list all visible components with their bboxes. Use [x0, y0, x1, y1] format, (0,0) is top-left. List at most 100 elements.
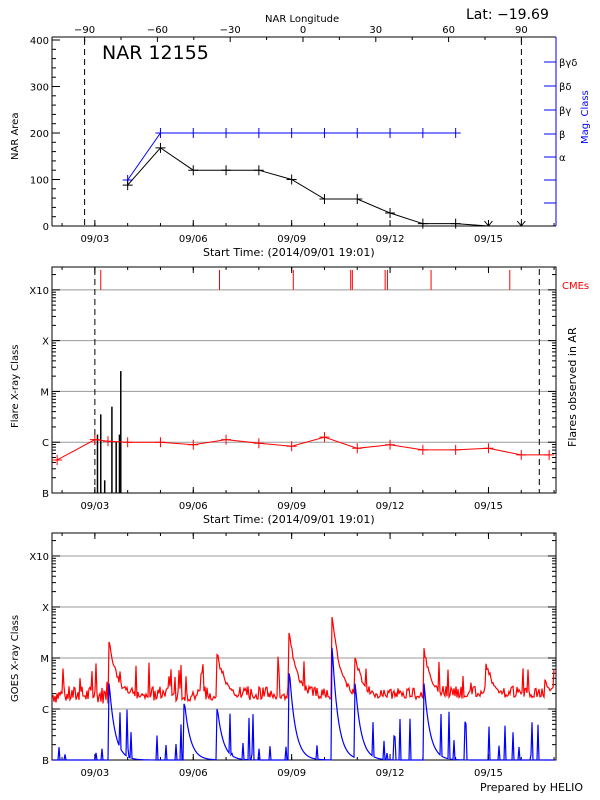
nar-area-point: [385, 207, 396, 218]
mag-class-point: [155, 128, 166, 138]
x-tick-label: 09/09: [277, 768, 306, 779]
nar-area-point: [155, 142, 166, 153]
mag-class-point: [286, 128, 297, 138]
y-tick-label: B: [42, 489, 49, 500]
flare-background-point: [483, 443, 494, 454]
flare-background-point: [188, 439, 199, 450]
mag-class-point: [221, 128, 232, 138]
mag-class-point: [253, 128, 264, 138]
cme-label: CMEs: [562, 281, 589, 292]
mag-class-tick-label: βγ: [559, 106, 571, 117]
x-tick-label: 09/15: [474, 501, 503, 512]
nar-area-point: [516, 220, 526, 227]
nar-area-point: [253, 165, 264, 176]
y-tick-label: X10: [29, 286, 49, 297]
flare-background-line: [56, 436, 550, 461]
mag-class-tick-label: βδ: [559, 82, 572, 93]
nar-area-point: [450, 218, 461, 229]
goes-long-line: [52, 616, 555, 704]
y-tick-label: X10: [29, 552, 49, 563]
region-title: NAR 12155: [102, 42, 209, 64]
flare-background-point: [544, 449, 555, 460]
y-axis-label-flare-class: Flare X-ray Class: [10, 345, 21, 429]
nar-area-point: [319, 194, 330, 205]
top-tick-label: −30: [220, 25, 241, 36]
y-tick-label: 300: [30, 83, 49, 94]
flare-background-point: [450, 444, 461, 455]
top-axis-label: NAR Longitude: [265, 14, 339, 25]
top-tick-label: 0: [300, 25, 306, 36]
y-tick-label: B: [42, 756, 49, 767]
mag-class-tick-label: β: [559, 130, 565, 141]
x-tick-label: 09/12: [376, 768, 405, 779]
x-tick-label: 09/15: [474, 234, 503, 245]
y-axis-label-flares-observed: Flares observed in AR: [566, 327, 579, 447]
x-tick-label: 09/03: [80, 768, 109, 779]
top-tick-label: −60: [147, 25, 168, 36]
panel3-frame: [51, 532, 557, 761]
y-tick-label: C: [42, 438, 49, 449]
y-axis-label-goes-class: GOES X-ray Class: [10, 615, 21, 702]
flare-background-point: [253, 438, 264, 449]
flare-background-point: [221, 434, 232, 445]
flare-background-point: [155, 437, 166, 448]
flare-background-point: [122, 437, 133, 448]
nar-area-line: [127, 147, 522, 227]
x-tick-label: 09/09: [277, 501, 306, 512]
y-tick-label: C: [42, 705, 49, 716]
nar-area-point: [122, 180, 133, 191]
y-tick-label: X: [42, 337, 49, 348]
mag-class-point: [352, 128, 363, 138]
y-tick-label: X: [42, 603, 49, 614]
y-tick-label: 0: [43, 222, 49, 233]
x-tick-label: 09/06: [179, 768, 208, 779]
nar-area-point: [188, 165, 199, 176]
y-tick-label: 400: [30, 36, 49, 47]
latitude-label: Lat: −19.69: [466, 7, 549, 23]
x-tick-label: 09/03: [80, 234, 109, 245]
y-tick-label: 100: [30, 176, 49, 187]
flare-background-point: [102, 436, 113, 447]
x-tick-label: 09/06: [179, 234, 208, 245]
y-tick-label: 200: [30, 129, 49, 140]
nar-area-point: [417, 218, 428, 229]
mag-class-point: [319, 128, 330, 138]
x-tick-label: 09/12: [376, 234, 405, 245]
x-tick-label: 09/03: [80, 501, 109, 512]
mag-class-tick-label: α: [559, 153, 566, 164]
flare-background-point: [385, 439, 396, 450]
mag-class-point: [417, 128, 428, 138]
flare-background-point: [417, 444, 428, 455]
flare-background-point: [352, 443, 363, 454]
x-tick-label: 09/15: [474, 768, 503, 779]
y-tick-label: M: [40, 387, 49, 398]
top-tick-label: 30: [369, 25, 382, 36]
nar-area-point: [221, 165, 232, 176]
prepared-by-label: Prepared by HELIO: [480, 781, 583, 794]
x-tick-label: 09/12: [376, 501, 405, 512]
mag-class-point: [385, 128, 396, 138]
top-tick-label: 90: [515, 25, 528, 36]
flare-background-point: [319, 432, 330, 443]
top-tick-label: −90: [74, 25, 95, 36]
flare-background-point: [286, 441, 297, 452]
x-axis-label-panel1: Start Time: (2014/09/01 19:01): [203, 246, 375, 259]
mag-class-tick-label: βγδ: [559, 58, 577, 69]
x-tick-label: 09/09: [277, 234, 306, 245]
x-tick-label: 09/06: [179, 501, 208, 512]
mag-class-point: [188, 128, 199, 138]
panel2-frame: [51, 266, 557, 494]
flare-background-point: [89, 434, 100, 445]
flare-background-point: [52, 454, 63, 465]
nar-area-point: [484, 220, 493, 227]
mag-class-point: [450, 128, 461, 138]
nar-area-point: [286, 174, 297, 185]
x-axis-label-panel2: Start Time: (2014/09/01 19:01): [203, 513, 375, 526]
flare-background-point: [516, 449, 527, 460]
top-tick-label: 60: [442, 25, 455, 36]
y-tick-label: M: [40, 654, 49, 665]
goes-short-line: [53, 647, 554, 761]
nar-area-point: [352, 194, 363, 205]
mag-class-line: [127, 132, 456, 181]
